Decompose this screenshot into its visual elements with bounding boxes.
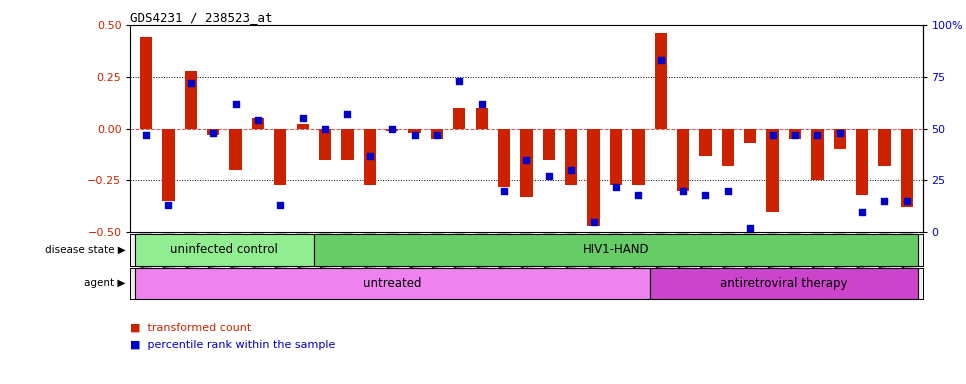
Point [832, 130, 847, 136]
Bar [497, 129, 510, 187]
Point [318, 126, 333, 132]
Point [854, 209, 869, 215]
Text: antiretroviral therapy: antiretroviral therapy [720, 277, 847, 290]
Text: ■  transformed count: ■ transformed count [130, 323, 252, 333]
Bar [386, 129, 398, 131]
Point [541, 173, 556, 179]
Bar [610, 129, 622, 185]
Point [697, 192, 713, 198]
Bar [900, 129, 913, 207]
Bar [274, 129, 287, 185]
Point [295, 115, 310, 121]
Point [452, 78, 468, 84]
Point [384, 126, 400, 132]
Point [720, 188, 735, 194]
Bar [878, 129, 891, 166]
Point [206, 130, 221, 136]
Point [899, 198, 915, 204]
Point [497, 188, 512, 194]
Text: HIV1-HAND: HIV1-HAND [582, 243, 649, 257]
Text: uninfected control: uninfected control [170, 243, 278, 257]
Bar [319, 129, 331, 160]
Point [184, 80, 199, 86]
Bar [789, 129, 801, 139]
Bar [135, 268, 649, 299]
Point [675, 188, 691, 194]
Point [810, 132, 825, 138]
Bar [314, 234, 918, 266]
Bar [565, 129, 578, 185]
Bar [135, 234, 314, 266]
Bar [409, 129, 421, 133]
Point [160, 202, 176, 209]
Bar [230, 129, 242, 170]
Bar [856, 129, 868, 195]
Bar [655, 33, 667, 129]
Bar [341, 129, 354, 160]
Bar [587, 129, 600, 226]
Point [228, 101, 243, 107]
Point [138, 132, 154, 138]
Bar [162, 129, 175, 201]
Point [585, 219, 601, 225]
Text: GDS4231 / 238523_at: GDS4231 / 238523_at [130, 11, 273, 24]
Point [429, 132, 444, 138]
Point [362, 152, 378, 159]
Bar [543, 129, 555, 160]
Bar [649, 268, 918, 299]
Bar [744, 129, 756, 143]
Bar [431, 129, 443, 139]
Point [653, 57, 668, 63]
Bar [185, 71, 197, 129]
Point [250, 117, 266, 123]
Point [519, 157, 534, 163]
Point [609, 184, 624, 190]
Point [272, 202, 288, 209]
Point [563, 167, 579, 173]
Point [631, 192, 646, 198]
Bar [722, 129, 734, 166]
Bar [521, 129, 532, 197]
Bar [834, 129, 846, 149]
Bar [699, 129, 712, 156]
Bar [811, 129, 823, 180]
Point [743, 225, 758, 231]
Point [474, 101, 490, 107]
Text: agent ▶: agent ▶ [84, 278, 126, 288]
Bar [363, 129, 376, 185]
Text: ■  percentile rank within the sample: ■ percentile rank within the sample [130, 340, 336, 350]
Bar [475, 108, 488, 129]
Bar [632, 129, 644, 185]
Bar [766, 129, 779, 212]
Bar [453, 108, 466, 129]
Bar [207, 129, 219, 135]
Point [765, 132, 781, 138]
Point [877, 198, 893, 204]
Bar [252, 118, 264, 129]
Text: disease state ▶: disease state ▶ [44, 245, 126, 255]
Bar [140, 37, 153, 129]
Point [407, 132, 422, 138]
Bar [677, 129, 690, 191]
Bar [297, 124, 309, 129]
Point [340, 111, 355, 117]
Point [787, 132, 803, 138]
Text: untreated: untreated [363, 277, 421, 290]
